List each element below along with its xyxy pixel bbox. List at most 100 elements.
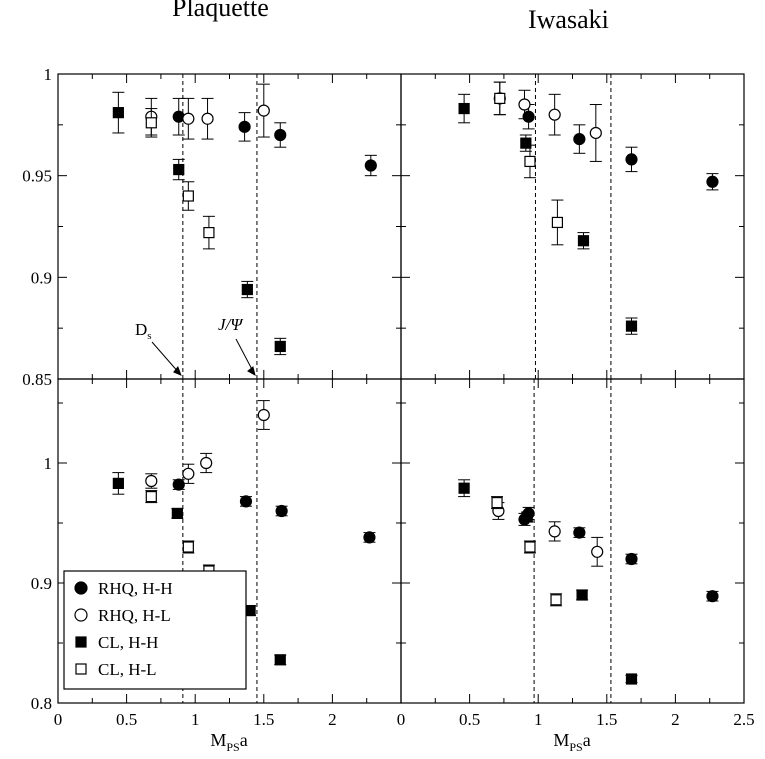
panel-frame [400,378,745,704]
series-cl-h-h [112,91,287,356]
x-tick-label: 1 [534,710,543,729]
data-point [145,474,158,488]
series-cl-h-h [458,479,638,685]
data-point [364,159,377,172]
data-point [550,594,562,606]
data-point [625,320,638,332]
series-rhq-h-l [145,83,270,140]
data-point [257,408,270,422]
x-axis-label-right: MPSa [553,730,590,754]
data-point [520,137,532,149]
data-point [548,108,561,121]
x-tick-label: 0 [397,710,406,729]
x-tick-label: 2 [328,710,337,729]
series-rhq-h-l [145,400,270,489]
series-cl-h-h [458,93,638,335]
series-cl-h-l [491,496,563,607]
series-cl-h-l [145,490,215,578]
data-point [274,340,286,353]
data-point [625,552,638,566]
data-point [548,525,561,538]
y-tick-label: 0.95 [22,167,52,186]
data-point [577,235,590,247]
data-point [458,102,470,115]
data-point [551,216,564,229]
legend-marker [74,581,88,595]
legend-marker [74,608,88,622]
data-point [524,155,536,168]
y-tick-label: 0.85 [22,370,52,389]
data-point [522,110,535,123]
data-point [182,112,195,125]
x-tick-label: 0 [54,710,63,729]
data-point [112,107,124,119]
ds-arrowhead [173,366,182,376]
data-point [591,545,604,558]
legend-label: CL, H-L [98,660,157,679]
right-panel-title: Iwasaki [528,5,609,34]
panel-top-right [400,73,745,380]
data-point [275,504,288,518]
legend-label: RHQ, H-H [98,579,173,598]
x-tick-label: 1.5 [596,710,617,729]
legend-marker [75,636,87,648]
x-tick-label: 0.5 [116,710,137,729]
data-point [182,541,194,553]
data-point [625,153,638,166]
data-point [182,467,195,480]
data-point [573,132,586,146]
data-point [145,117,157,129]
x-tick-label: 2.5 [733,710,754,729]
data-point [241,283,253,296]
y-tick-label: 1 [44,454,53,473]
data-point [173,163,185,176]
data-point [521,511,533,523]
data-point [172,478,185,491]
data-point [518,98,531,111]
data-point [524,541,536,553]
x-axis-label-left: MPSa [210,730,247,754]
jpsi-arrowhead [247,366,256,377]
data-point [363,531,376,544]
x-tick-label: 1 [191,710,200,729]
panel-frame [400,73,745,380]
data-point [274,654,286,666]
series-rhq-h-h [518,506,719,603]
series-cl-h-l [145,108,215,250]
x-tick-label: 1.5 [253,710,274,729]
series-cl-h-h [112,472,287,666]
data-point [494,92,506,105]
series-rhq-h-h [172,97,377,177]
y-tick-label: 0.8 [31,694,52,713]
data-point [145,491,157,503]
x-tick-label: 2 [671,710,680,729]
series-rhq-h-l [492,502,604,567]
y-tick-label: 1 [44,65,53,84]
data-point [257,104,270,117]
series-rhq-h-l [493,81,602,162]
data-point [238,120,251,133]
data-point [200,456,213,470]
y-tick-label: 0.9 [31,268,52,287]
data-point [182,190,194,202]
data-point [171,507,183,519]
legend: RHQ, H-H RHQ, H-L CL, H-H CL, H-L [63,570,247,690]
data-point [458,482,470,494]
data-point [589,126,602,140]
data-point [239,495,253,508]
legend-box [63,570,247,690]
series-rhq-h-h [172,478,376,544]
series-rhq-h-h [522,104,719,191]
data-point [706,175,719,188]
data-point [274,128,287,142]
data-point [491,497,503,509]
panel-top-left: 0.85 0.9 0.95 1 [22,65,402,389]
legend-label: CL, H-H [98,633,158,652]
y-tick-label: 0.9 [31,574,52,593]
series-cl-h-l [493,81,564,246]
data-point [112,477,124,489]
legend-label: RHQ, H-L [98,606,171,625]
data-point [573,526,586,539]
data-point [706,590,719,603]
